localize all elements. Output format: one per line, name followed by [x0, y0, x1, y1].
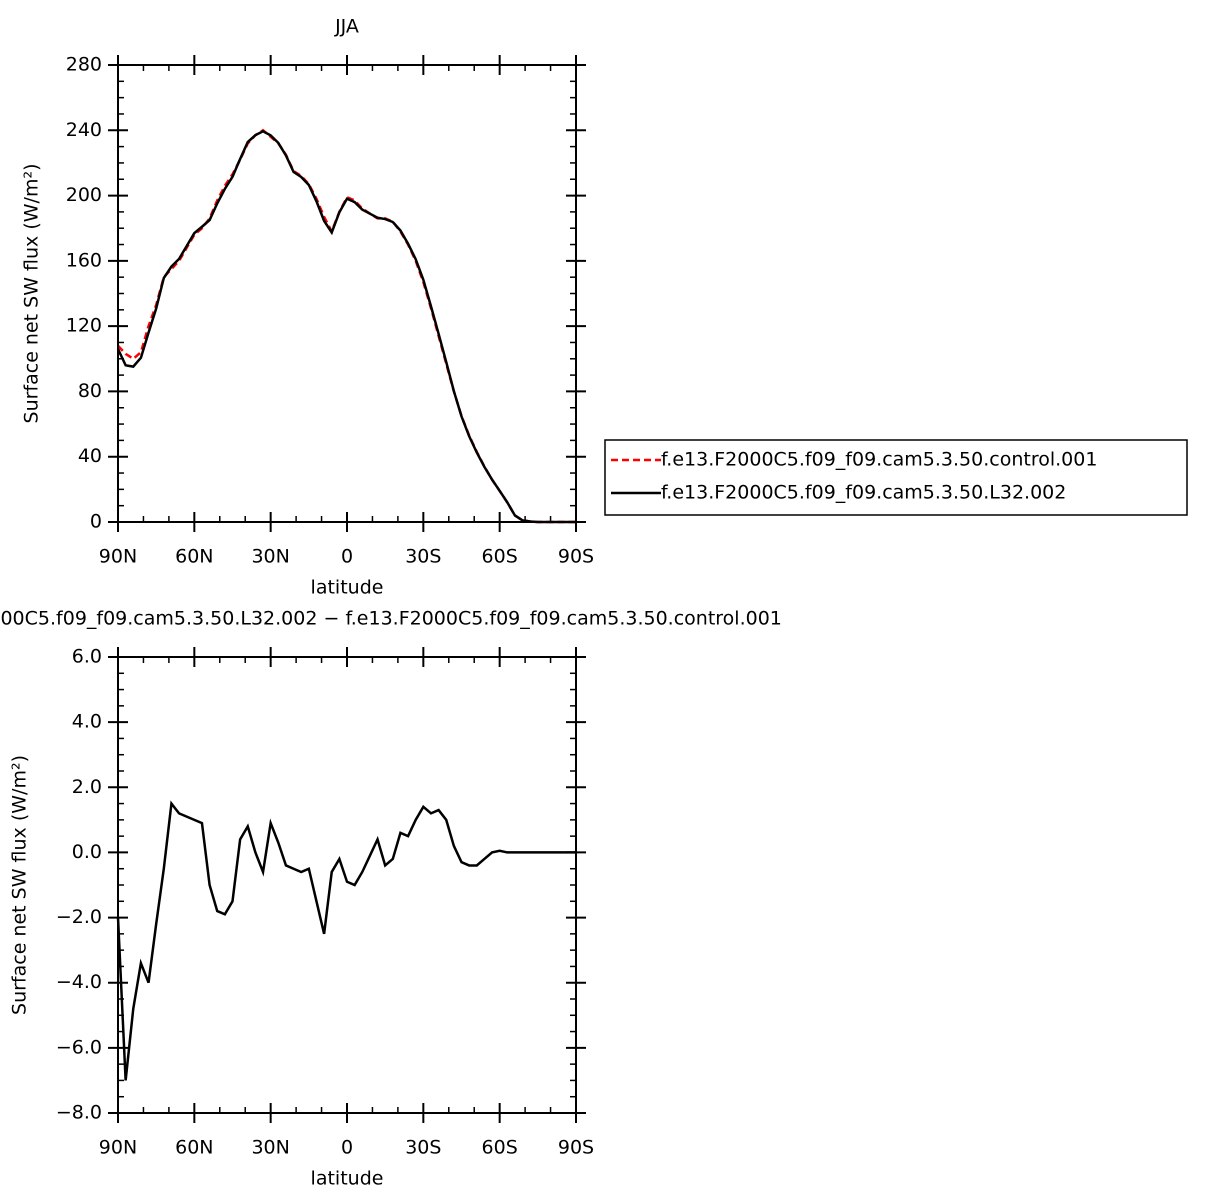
- y-tick-label: 0.0: [72, 841, 102, 863]
- y-axis-label: Surface net SW flux (W/m²): [21, 164, 43, 424]
- y-tick-label: −4.0: [56, 971, 102, 993]
- y-tick-label: 4.0: [72, 711, 102, 733]
- x-axis-label: latitude: [311, 1168, 384, 1190]
- x-tick-label: 60S: [482, 546, 518, 568]
- x-tick-label: 90N: [99, 546, 137, 568]
- series-line: [116, 129, 576, 524]
- x-axis-label: latitude: [311, 577, 384, 599]
- y-tick-label: 40: [78, 445, 102, 467]
- legend-box: [604, 439, 1188, 516]
- y-tick-label: 120: [66, 315, 102, 337]
- x-tick-label: 60N: [175, 1137, 213, 1159]
- y-tick-label: 0: [90, 511, 102, 533]
- x-tick-label: 30N: [251, 546, 289, 568]
- x-tick-label: 0: [341, 1137, 353, 1159]
- y-axis-label: Surface net SW flux (W/m²): [9, 755, 31, 1015]
- x-tick-label: 30S: [405, 1137, 441, 1159]
- legend-label: f.e13.F2000C5.f09_f09.cam5.3.50.L32.002: [661, 482, 1066, 504]
- chart-title: JJA: [334, 16, 359, 38]
- y-tick-label: 240: [66, 119, 102, 141]
- series-line: [116, 800, 576, 1081]
- y-tick-label: 80: [78, 380, 102, 402]
- x-tick-label: 60S: [482, 1137, 518, 1159]
- x-tick-label: 60N: [175, 546, 213, 568]
- x-tick-label: 0: [341, 546, 353, 568]
- x-tick-label: 30S: [405, 546, 441, 568]
- x-tick-label: 30N: [251, 1137, 289, 1159]
- y-tick-label: −6.0: [56, 1036, 102, 1058]
- x-tick-label: 90N: [99, 1137, 137, 1159]
- y-tick-label: 200: [66, 184, 102, 206]
- y-tick-label: 280: [66, 54, 102, 76]
- y-tick-label: 6.0: [72, 646, 102, 668]
- x-tick-label: 90S: [558, 546, 594, 568]
- plot-frame: [117, 656, 577, 1114]
- y-tick-label: −2.0: [56, 906, 102, 928]
- y-tick-label: 2.0: [72, 776, 102, 798]
- y-tick-label: 160: [66, 249, 102, 271]
- chart-title: f.e13.F2000C5.f09_f09.cam5.3.50.L32.002 …: [0, 608, 782, 630]
- x-tick-label: 90S: [558, 1137, 594, 1159]
- series-line: [117, 128, 576, 524]
- plot-frame: [117, 64, 577, 523]
- y-tick-label: −8.0: [56, 1102, 102, 1124]
- legend-label: f.e13.F2000C5.f09_f09.cam5.3.50.control.…: [661, 449, 1097, 471]
